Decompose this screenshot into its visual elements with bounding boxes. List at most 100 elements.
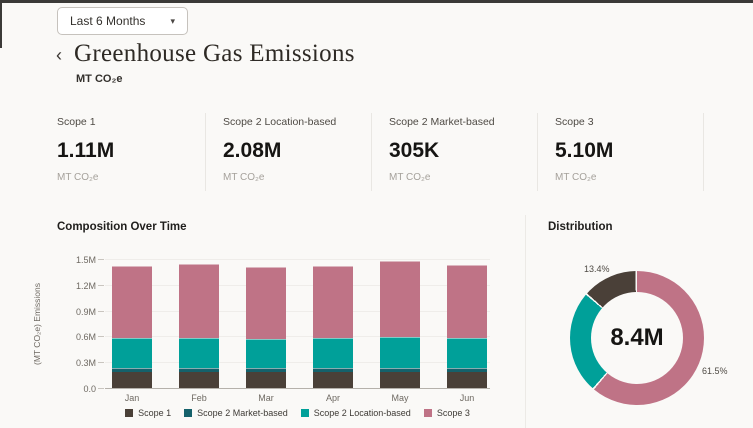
- kpi-label: Scope 2 Market-based: [389, 116, 495, 128]
- bar-segment: [179, 264, 219, 338]
- bar-segment: [313, 338, 353, 368]
- bar-segment: [380, 367, 420, 373]
- x-axis-tick-label: Mar: [258, 393, 274, 403]
- gridline: [105, 284, 490, 286]
- donut-hole: 8.4M: [591, 292, 683, 384]
- kpi-card-scope1: Scope 1 1.11M MT CO₂e: [57, 113, 206, 191]
- bar-segment: [112, 265, 152, 338]
- stacked-bar-jan: [112, 265, 152, 388]
- bar-segment: [380, 261, 420, 338]
- kpi-card-scope3: Scope 3 5.10M MT CO₂e: [555, 113, 704, 191]
- legend-swatch-icon: [300, 409, 309, 417]
- bar-segment: [380, 372, 420, 388]
- kpi-card-scope2-location: Scope 2 Location-based 2.08M MT CO₂e: [223, 113, 372, 191]
- kpi-unit: MT CO₂e: [223, 172, 265, 183]
- y-axis-tick: [98, 259, 104, 260]
- bar-segment: [246, 372, 286, 388]
- stacked-bar-jun: [447, 265, 487, 388]
- legend-swatch-icon: [423, 409, 432, 417]
- legend-item: Scope 2 Market-based: [184, 408, 288, 418]
- donut-chart-title: Distribution: [548, 221, 613, 233]
- y-axis-tick-label: 0.9M: [75, 306, 96, 317]
- y-axis-tick-label: 0.6M: [75, 332, 96, 343]
- kpi-value: 5.10M: [555, 139, 614, 162]
- kpi-label: Scope 3: [555, 116, 594, 128]
- stacked-bar-feb: [179, 264, 219, 388]
- donut-percent-label-scope3: 61.5%: [702, 366, 728, 376]
- bar-segment: [112, 337, 152, 368]
- x-axis-tick-label: Apr: [325, 393, 340, 403]
- bar-chart-y-axis-labels: 0.0 0.3M 0.6M 0.9M 1.2M 1.5M: [52, 255, 96, 394]
- legend-label: Scope 2 Location-based: [313, 408, 411, 418]
- x-axis-line: [105, 388, 490, 389]
- gridline: [105, 336, 490, 338]
- kpi-label: Scope 1: [57, 116, 96, 128]
- legend-item: Scope 2 Location-based: [300, 408, 411, 418]
- kpi-value: 2.08M: [223, 139, 282, 162]
- chevron-down-icon: ▾: [170, 15, 175, 26]
- legend-label: Scope 1: [138, 408, 172, 418]
- x-axis-tick-label: May: [391, 393, 409, 403]
- kpi-unit: MT CO₂e: [389, 172, 431, 183]
- gridline: [105, 362, 490, 364]
- back-chevron-icon[interactable]: ‹: [56, 45, 62, 65]
- y-axis-tick: [98, 310, 104, 312]
- bar-segment: [179, 367, 219, 373]
- bar-chart-title: Composition Over Time: [57, 221, 187, 233]
- legend-item: Scope 3: [423, 408, 470, 418]
- kpi-unit: MT CO₂e: [555, 172, 597, 183]
- legend-label: Scope 3: [436, 408, 470, 418]
- bar-plot: [98, 259, 490, 389]
- window-left-edge: [0, 0, 2, 48]
- y-axis-tick: [98, 388, 104, 389]
- bar-chart-legend: Scope 1 Scope 2 Market-based Scope 2 Locat…: [85, 408, 510, 418]
- x-axis-tick-label: Jun: [459, 393, 475, 403]
- bar-segment: [447, 338, 487, 368]
- kpi-label: Scope 2 Location-based: [223, 116, 337, 128]
- y-axis-tick-label: 0.0: [83, 384, 96, 394]
- kpi-unit: MT CO₂e: [57, 172, 99, 183]
- bar-chart-x-axis-labels: Jan Feb Mar Apr May Jun: [105, 393, 490, 405]
- bar-segment: [112, 372, 152, 388]
- y-axis-tick: [98, 336, 104, 338]
- bar-segment: [246, 338, 286, 368]
- stacked-bar-apr: [313, 265, 353, 388]
- y-axis-tick-label: 0.3M: [75, 358, 96, 369]
- bar-segment: [179, 337, 219, 368]
- stacked-bar-mar: [246, 266, 286, 388]
- legend-swatch-icon: [184, 409, 193, 417]
- bar-segment: [313, 265, 353, 339]
- kpi-card-scope2-market: Scope 2 Market-based 305K MT CO₂e: [389, 113, 538, 191]
- legend-swatch-icon: [125, 409, 134, 417]
- gridline: [105, 310, 490, 312]
- bar-segment: [313, 372, 353, 388]
- bar-segment: [447, 265, 487, 339]
- kpi-value: 1.11M: [57, 139, 115, 162]
- page-subtitle: MT CO₂e: [76, 73, 123, 85]
- stacked-bar-may: [380, 261, 420, 388]
- y-axis-tick: [98, 362, 104, 364]
- legend-item: Scope 1: [125, 408, 171, 418]
- window-top-edge: [0, 0, 753, 3]
- charts-section-divider: [525, 215, 526, 428]
- bar-segment: [246, 367, 286, 373]
- legend-label: Scope 2 Market-based: [197, 408, 288, 418]
- time-range-selected-value: Last 6 Months: [70, 14, 146, 28]
- y-axis-tick: [98, 284, 104, 286]
- donut-chart: 8.4M: [570, 271, 704, 405]
- gridline: [105, 259, 490, 260]
- time-range-dropdown[interactable]: Last 6 Months ▾: [57, 7, 188, 35]
- bar-segment: [313, 367, 353, 373]
- page-title: Greenhouse Gas Emissions: [74, 40, 355, 67]
- bar-segment: [246, 266, 286, 339]
- y-axis-tick-label: 1.2M: [75, 280, 96, 291]
- donut-percent-label-scope1: 13.4%: [584, 264, 610, 274]
- y-axis-tick-label: 1.5M: [75, 255, 96, 265]
- kpi-value: 305K: [389, 139, 440, 162]
- bar-segment: [447, 372, 487, 388]
- x-axis-tick-label: Jan: [124, 393, 140, 403]
- bar-chart-y-axis-title: (MT CO₂e) Emissions: [32, 282, 42, 365]
- bar-segment: [179, 372, 219, 388]
- x-axis-tick-label: Feb: [191, 393, 207, 403]
- bar-segment: [380, 337, 420, 368]
